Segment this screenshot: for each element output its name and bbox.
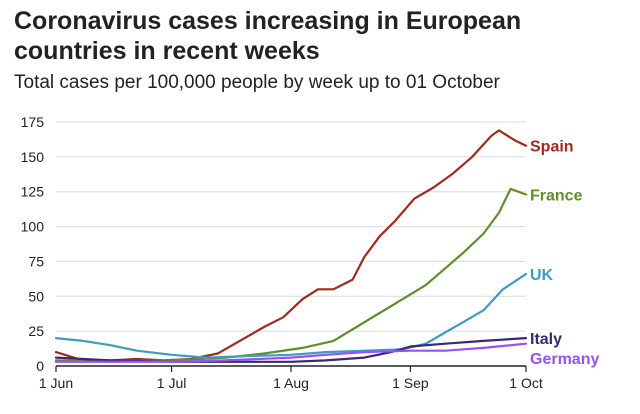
y-axis-ticks: 0 25 50 75 100 125 150 175 [21,114,45,374]
y-tick-label: 0 [36,358,44,374]
series-line-france [54,187,528,363]
series-line-uk [54,272,528,359]
y-tick-label: 175 [21,114,45,130]
series-line-germany [54,342,528,363]
y-tick-label: 50 [28,288,44,304]
y-tick-label: 150 [21,149,45,165]
series-label-uk: UK [530,267,554,284]
x-tick-label: 1 Jul [157,375,187,391]
series-label-france: France [530,188,583,205]
y-tick-label: 100 [21,219,45,235]
y-tick-label: 25 [28,323,44,339]
x-tick-label: 1 Aug [273,375,309,391]
series-lines [54,129,528,363]
x-tick-label: 1 Oct [509,375,543,391]
chart-title: Coronavirus cases increasing in European… [14,7,522,65]
x-axis-ticks: 1 Jun 1 Jul 1 Aug 1 Sep 1 Oct [39,365,543,391]
y-tick-label: 75 [28,253,44,269]
gridlines [56,121,526,332]
series-label-germany: Germany [530,351,599,368]
x-tick-label: 1 Jun [39,375,73,391]
series-label-italy: Italy [530,331,562,348]
series-label-spain: Spain [530,139,574,156]
series-labels: Spain France UK Italy Germany [530,139,599,368]
chart-subtitle: Total cases per 100,000 people by week u… [14,72,500,93]
x-tick-label: 1 Sep [392,375,429,391]
y-tick-label: 125 [21,184,45,200]
